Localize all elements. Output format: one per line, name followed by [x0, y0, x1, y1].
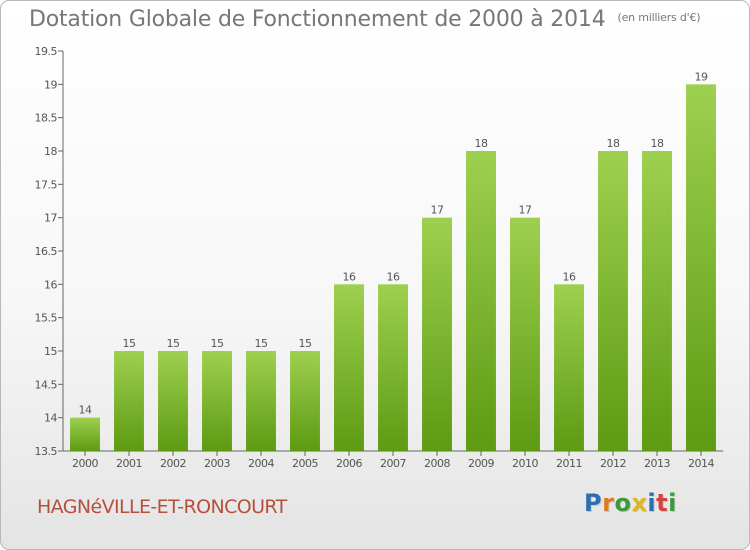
data-label: 15: [255, 337, 268, 350]
y-tick-label: 14: [44, 412, 57, 425]
commune-name: HAGNéVILLE-ET-RONCOURT: [37, 496, 287, 518]
data-label: 19: [695, 70, 708, 83]
chart-title-text: Dotation Globale de Fonctionnement de 20…: [29, 7, 606, 32]
y-axis: 13.5 14 14.5 15 15.5 16 16.5 17 17.5 18 18.5 19 19.5: [35, 45, 64, 458]
data-label: 15: [299, 337, 312, 350]
bar: [598, 151, 628, 451]
y-tick-label: 15.5: [35, 312, 58, 325]
y-tick-label: 19.5: [35, 45, 58, 58]
x-tick-label: 2007: [380, 457, 406, 470]
logo-letter: o: [614, 489, 632, 517]
logo-letter: x: [631, 489, 648, 517]
x-axis: 2000 2001 2002 2003 2004 2005 2006 2007 2008 2009…: [63, 450, 723, 470]
data-label: 15: [167, 337, 180, 350]
x-tick-label: 2000: [72, 457, 98, 470]
logo-letter: P: [584, 489, 603, 517]
y-tick-label: 16.5: [35, 245, 58, 258]
data-label: 15: [211, 337, 224, 350]
logo-letter: t: [656, 489, 669, 517]
y-tick-label: 17: [44, 212, 57, 225]
x-tick-label: 2013: [644, 457, 670, 470]
bar: [158, 351, 188, 451]
chart-subtitle: (en milliers d'€): [617, 11, 701, 24]
y-tick-label: 17.5: [35, 178, 58, 191]
bar: [202, 351, 232, 451]
data-label: 18: [475, 137, 488, 150]
data-label: 17: [519, 204, 532, 217]
logo-letter: r: [602, 489, 615, 517]
bar: [70, 417, 100, 451]
data-label: 14: [79, 404, 92, 417]
data-label: 16: [563, 270, 576, 283]
chart-title: Dotation Globale de Fonctionnement de 20…: [29, 7, 701, 32]
bar: [642, 151, 672, 451]
x-tick-label: 2004: [248, 457, 274, 470]
logo-letter: i: [668, 489, 677, 517]
bar: [554, 284, 584, 451]
bars: 14 15 15 15 15 15 16 16 17 18 17 16 18 18 19: [70, 70, 716, 451]
x-tick-label: 2009: [468, 457, 494, 470]
y-tick-label: 15: [44, 345, 57, 358]
proxiti-logo: Proxiti: [584, 489, 677, 517]
x-tick-label: 2012: [600, 457, 626, 470]
bar: [334, 284, 364, 451]
y-tick-label: 13.5: [35, 445, 58, 458]
bar: [466, 151, 496, 451]
bar: [510, 217, 540, 451]
data-label: 16: [387, 270, 400, 283]
data-label: 18: [607, 137, 620, 150]
x-tick-label: 2003: [204, 457, 230, 470]
x-tick-label: 2005: [292, 457, 318, 470]
y-tick-label: 19: [44, 78, 57, 91]
bar: [378, 284, 408, 451]
data-label: 16: [343, 270, 356, 283]
logo-letter: i: [647, 489, 657, 517]
x-tick-label: 2008: [424, 457, 450, 470]
x-tick-label: 2011: [556, 457, 582, 470]
bar: [290, 351, 320, 451]
y-tick-label: 16: [44, 278, 57, 291]
bar: [686, 84, 716, 451]
y-tick-label: 14.5: [35, 378, 58, 391]
bar: [246, 351, 276, 451]
y-tick-label: 18: [44, 145, 57, 158]
x-tick-label: 2006: [336, 457, 362, 470]
data-label: 17: [431, 204, 444, 217]
data-label: 18: [651, 137, 664, 150]
x-tick-label: 2010: [512, 457, 538, 470]
y-tick-label: 18.5: [35, 112, 58, 125]
x-tick-label: 2014: [688, 457, 714, 470]
bar: [114, 351, 144, 451]
x-tick-label: 2002: [160, 457, 186, 470]
bar: [422, 217, 452, 451]
data-label: 15: [123, 337, 136, 350]
x-tick-label: 2001: [116, 457, 142, 470]
